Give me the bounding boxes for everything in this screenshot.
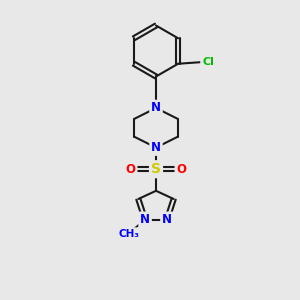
Text: N: N bbox=[140, 213, 150, 226]
Text: N: N bbox=[162, 213, 172, 226]
Text: O: O bbox=[176, 163, 187, 176]
Text: O: O bbox=[125, 163, 136, 176]
Text: S: S bbox=[151, 162, 161, 176]
Text: CH₃: CH₃ bbox=[118, 229, 139, 239]
Text: N: N bbox=[151, 141, 161, 154]
Text: Cl: Cl bbox=[202, 57, 214, 67]
Text: N: N bbox=[151, 101, 161, 115]
